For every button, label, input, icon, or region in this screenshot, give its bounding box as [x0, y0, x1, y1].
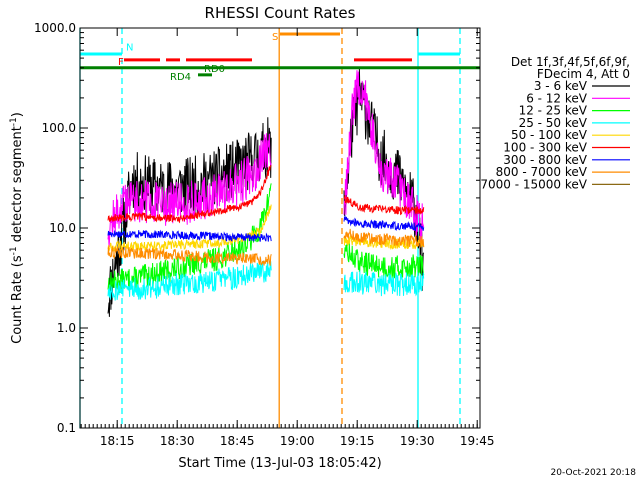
annotation-s: S: [272, 32, 278, 43]
series-line-6-p1: [107, 229, 272, 242]
annotation-rd4: RD4: [170, 72, 191, 83]
series-line-7-p1: [107, 246, 272, 266]
x-tick-label: 18:15: [100, 434, 135, 448]
legend-label: 3 - 6 keV: [534, 79, 588, 93]
series-line-3-p2: [343, 270, 425, 297]
series-line-2-p2: [343, 242, 425, 279]
x-tick-label: 19:15: [340, 434, 375, 448]
y-tick-label: 10.0: [49, 221, 76, 235]
x-axis-label: Start Time (13-Jul-03 18:05:42): [178, 456, 381, 471]
x-tick-label: 19:00: [280, 434, 315, 448]
y-axis-label-close: ): [10, 112, 25, 117]
series-line-5-p1: [107, 164, 272, 224]
footer-timestamp: 20-Oct-2021 20:18: [551, 468, 637, 478]
x-tick-label: 19:30: [400, 434, 435, 448]
plot-area: [79, 28, 480, 428]
y-axis-label-sup2: -1: [9, 117, 19, 126]
plot-annotations: NF S RD0 RD4: [118, 32, 278, 83]
legend-header-line-2: FDecim 4, Att 0: [537, 67, 630, 81]
y-axis-label-sup: -1: [9, 246, 19, 255]
legend-label: 7000 - 15000 keV: [480, 177, 587, 191]
annotation-n: N: [126, 43, 133, 54]
series-line-1-p2: [343, 70, 425, 243]
y-axis-label-mid: detector segment: [10, 126, 25, 246]
y-tick-label: 100.0: [42, 121, 76, 135]
annotation-rd0: RD0: [204, 64, 225, 75]
y-tick-label: 0.1: [57, 421, 76, 435]
y-axis-label: Count Rate (s-1 detector segment-1): [9, 112, 25, 344]
legend-label: 300 - 800 keV: [503, 153, 587, 167]
y-axis-label-main: Count Rate (s: [10, 255, 25, 344]
legend-label: 50 - 100 keV: [511, 128, 588, 142]
x-tick-label: 18:45: [220, 434, 255, 448]
annotation-f: F: [118, 57, 124, 68]
legend-label: 6 - 12 keV: [526, 91, 588, 105]
chart-title: RHESSI Count Rates: [205, 4, 356, 22]
y-tick-label: 1000.0: [34, 21, 76, 35]
legend-header-line-1: Det 1f,3f,4f,5f,6f,9f,: [511, 55, 630, 69]
y-tick-label: 1.0: [57, 321, 76, 335]
x-tick-label: 19:45: [460, 434, 495, 448]
legend-label: 12 - 25 keV: [519, 104, 588, 118]
series-line-7-p2: [343, 228, 425, 248]
series-line-5-p2: [343, 195, 425, 216]
series-line-6-p2: [343, 214, 425, 232]
y-axis: 0.1 1.0 10.0 100.0 1000.0: [34, 21, 480, 435]
series-line-3-p1: [107, 260, 272, 301]
x-tick-label: 18:30: [160, 434, 195, 448]
x-axis: 18:15 18:30 18:45 19:00 19:15 19:30 19:45: [80, 28, 495, 448]
legend: Det 1f,3f,4f,5f,6f,9f, FDecim 4, Att 0 3…: [480, 55, 630, 191]
series-line-2-p1: [107, 183, 272, 294]
legend-label: 100 - 300 keV: [503, 141, 587, 155]
legend-label: 800 - 7000 keV: [496, 165, 588, 179]
legend-label: 25 - 50 keV: [519, 116, 588, 130]
